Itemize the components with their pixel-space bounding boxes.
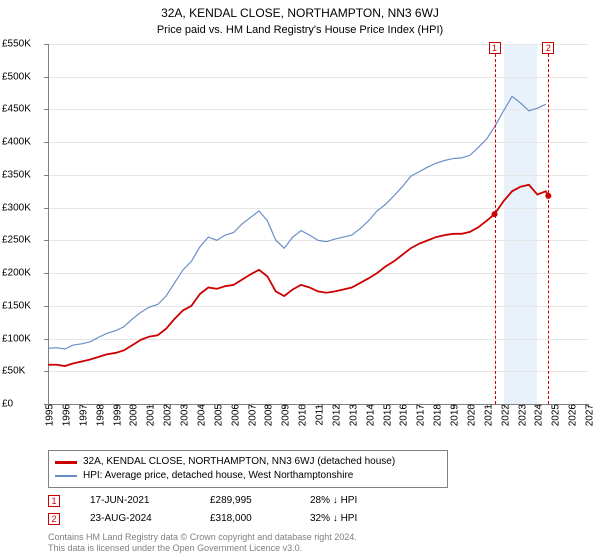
y-axis-label: £200K xyxy=(2,268,31,279)
marker-line xyxy=(495,44,496,404)
transactions-table: 1 17-JUN-2021 £289,995 28% ↓ HPI 2 23-AUG-202… xyxy=(48,492,400,528)
legend-label: 32A, KENDAL CLOSE, NORTHAMPTON, NN3 6WJ … xyxy=(83,455,395,469)
legend-item: HPI: Average price, detached house, West… xyxy=(55,469,441,483)
transaction-row: 1 17-JUN-2021 £289,995 28% ↓ HPI xyxy=(48,492,400,510)
transaction-marker: 2 xyxy=(48,513,60,525)
y-axis-label: £450K xyxy=(2,104,31,115)
x-axis-label: 1997 xyxy=(78,404,89,426)
y-axis-label: £0 xyxy=(2,399,13,410)
x-axis-label: 2025 xyxy=(551,404,562,426)
x-axis-label: 2022 xyxy=(500,404,511,426)
y-axis-label: £350K xyxy=(2,169,31,180)
transaction-marker: 1 xyxy=(48,495,60,507)
y-axis-label: £250K xyxy=(2,235,31,246)
attribution-line2: This data is licensed under the Open Gov… xyxy=(48,543,357,554)
marker-box: 1 xyxy=(489,42,501,54)
series-property xyxy=(48,185,548,366)
y-axis-label: £300K xyxy=(2,202,31,213)
series-hpi xyxy=(48,96,546,349)
x-axis-label: 2012 xyxy=(332,404,343,426)
x-axis-label: 2014 xyxy=(365,404,376,426)
chart-subtitle: Price paid vs. HM Land Registry's House … xyxy=(0,20,600,42)
x-axis-label: 1999 xyxy=(112,404,123,426)
x-axis-label: 2007 xyxy=(247,404,258,426)
x-axis-label: 2001 xyxy=(146,404,157,426)
x-axis-label: 2003 xyxy=(180,404,191,426)
x-axis-label: 2027 xyxy=(585,404,596,426)
transaction-row: 2 23-AUG-2024 £318,000 32% ↓ HPI xyxy=(48,510,400,528)
transaction-price: £289,995 xyxy=(210,492,280,510)
legend-swatch xyxy=(55,461,77,464)
marker-line xyxy=(548,44,549,404)
x-axis-label: 2006 xyxy=(230,404,241,426)
y-axis-label: £150K xyxy=(2,300,31,311)
legend-swatch xyxy=(55,475,77,477)
transaction-date: 23-AUG-2024 xyxy=(90,510,180,528)
y-axis-label: £550K xyxy=(2,39,31,50)
x-axis-label: 2004 xyxy=(197,404,208,426)
x-axis-label: 2018 xyxy=(433,404,444,426)
x-axis-label: 2017 xyxy=(416,404,427,426)
x-axis-label: 1998 xyxy=(95,404,106,426)
attribution-line1: Contains HM Land Registry data © Crown c… xyxy=(48,532,357,543)
chart-legend: 32A, KENDAL CLOSE, NORTHAMPTON, NN3 6WJ … xyxy=(48,450,448,488)
x-axis-label: 2024 xyxy=(534,404,545,426)
y-axis-label: £50K xyxy=(2,366,25,377)
transaction-date: 17-JUN-2021 xyxy=(90,492,180,510)
x-axis-label: 1996 xyxy=(62,404,73,426)
chart-title: 32A, KENDAL CLOSE, NORTHAMPTON, NN3 6WJ xyxy=(0,0,600,20)
x-axis-label: 2009 xyxy=(281,404,292,426)
legend-item: 32A, KENDAL CLOSE, NORTHAMPTON, NN3 6WJ … xyxy=(55,455,441,469)
marker-box: 2 xyxy=(542,42,554,54)
x-axis-label: 2010 xyxy=(298,404,309,426)
x-axis-label: 2016 xyxy=(399,404,410,426)
x-axis-label: 2011 xyxy=(315,404,326,426)
x-axis-label: 2026 xyxy=(568,404,579,426)
y-axis-label: £100K xyxy=(2,333,31,344)
x-axis-label: 2000 xyxy=(129,404,140,426)
x-axis-label: 2015 xyxy=(382,404,393,426)
x-axis-label: 2013 xyxy=(348,404,359,426)
x-axis-label: 2019 xyxy=(450,404,461,426)
y-axis-label: £400K xyxy=(2,137,31,148)
transaction-pct: 32% ↓ HPI xyxy=(310,510,400,528)
x-axis-label: 2023 xyxy=(517,404,528,426)
y-axis-label: £500K xyxy=(2,71,31,82)
x-axis-label: 2002 xyxy=(163,404,174,426)
chart-plot-area: £0£50K£100K£150K£200K£250K£300K£350K£400… xyxy=(48,44,588,404)
x-axis-label: 2021 xyxy=(483,404,494,426)
line-chart-svg xyxy=(48,44,588,404)
x-axis-label: 2008 xyxy=(264,404,275,426)
x-axis-label: 2005 xyxy=(213,404,224,426)
legend-label: HPI: Average price, detached house, West… xyxy=(83,469,353,483)
x-axis-label: 2020 xyxy=(467,404,478,426)
transaction-price: £318,000 xyxy=(210,510,280,528)
x-axis-label: 1995 xyxy=(45,404,56,426)
attribution-text: Contains HM Land Registry data © Crown c… xyxy=(48,532,357,554)
transaction-pct: 28% ↓ HPI xyxy=(310,492,400,510)
